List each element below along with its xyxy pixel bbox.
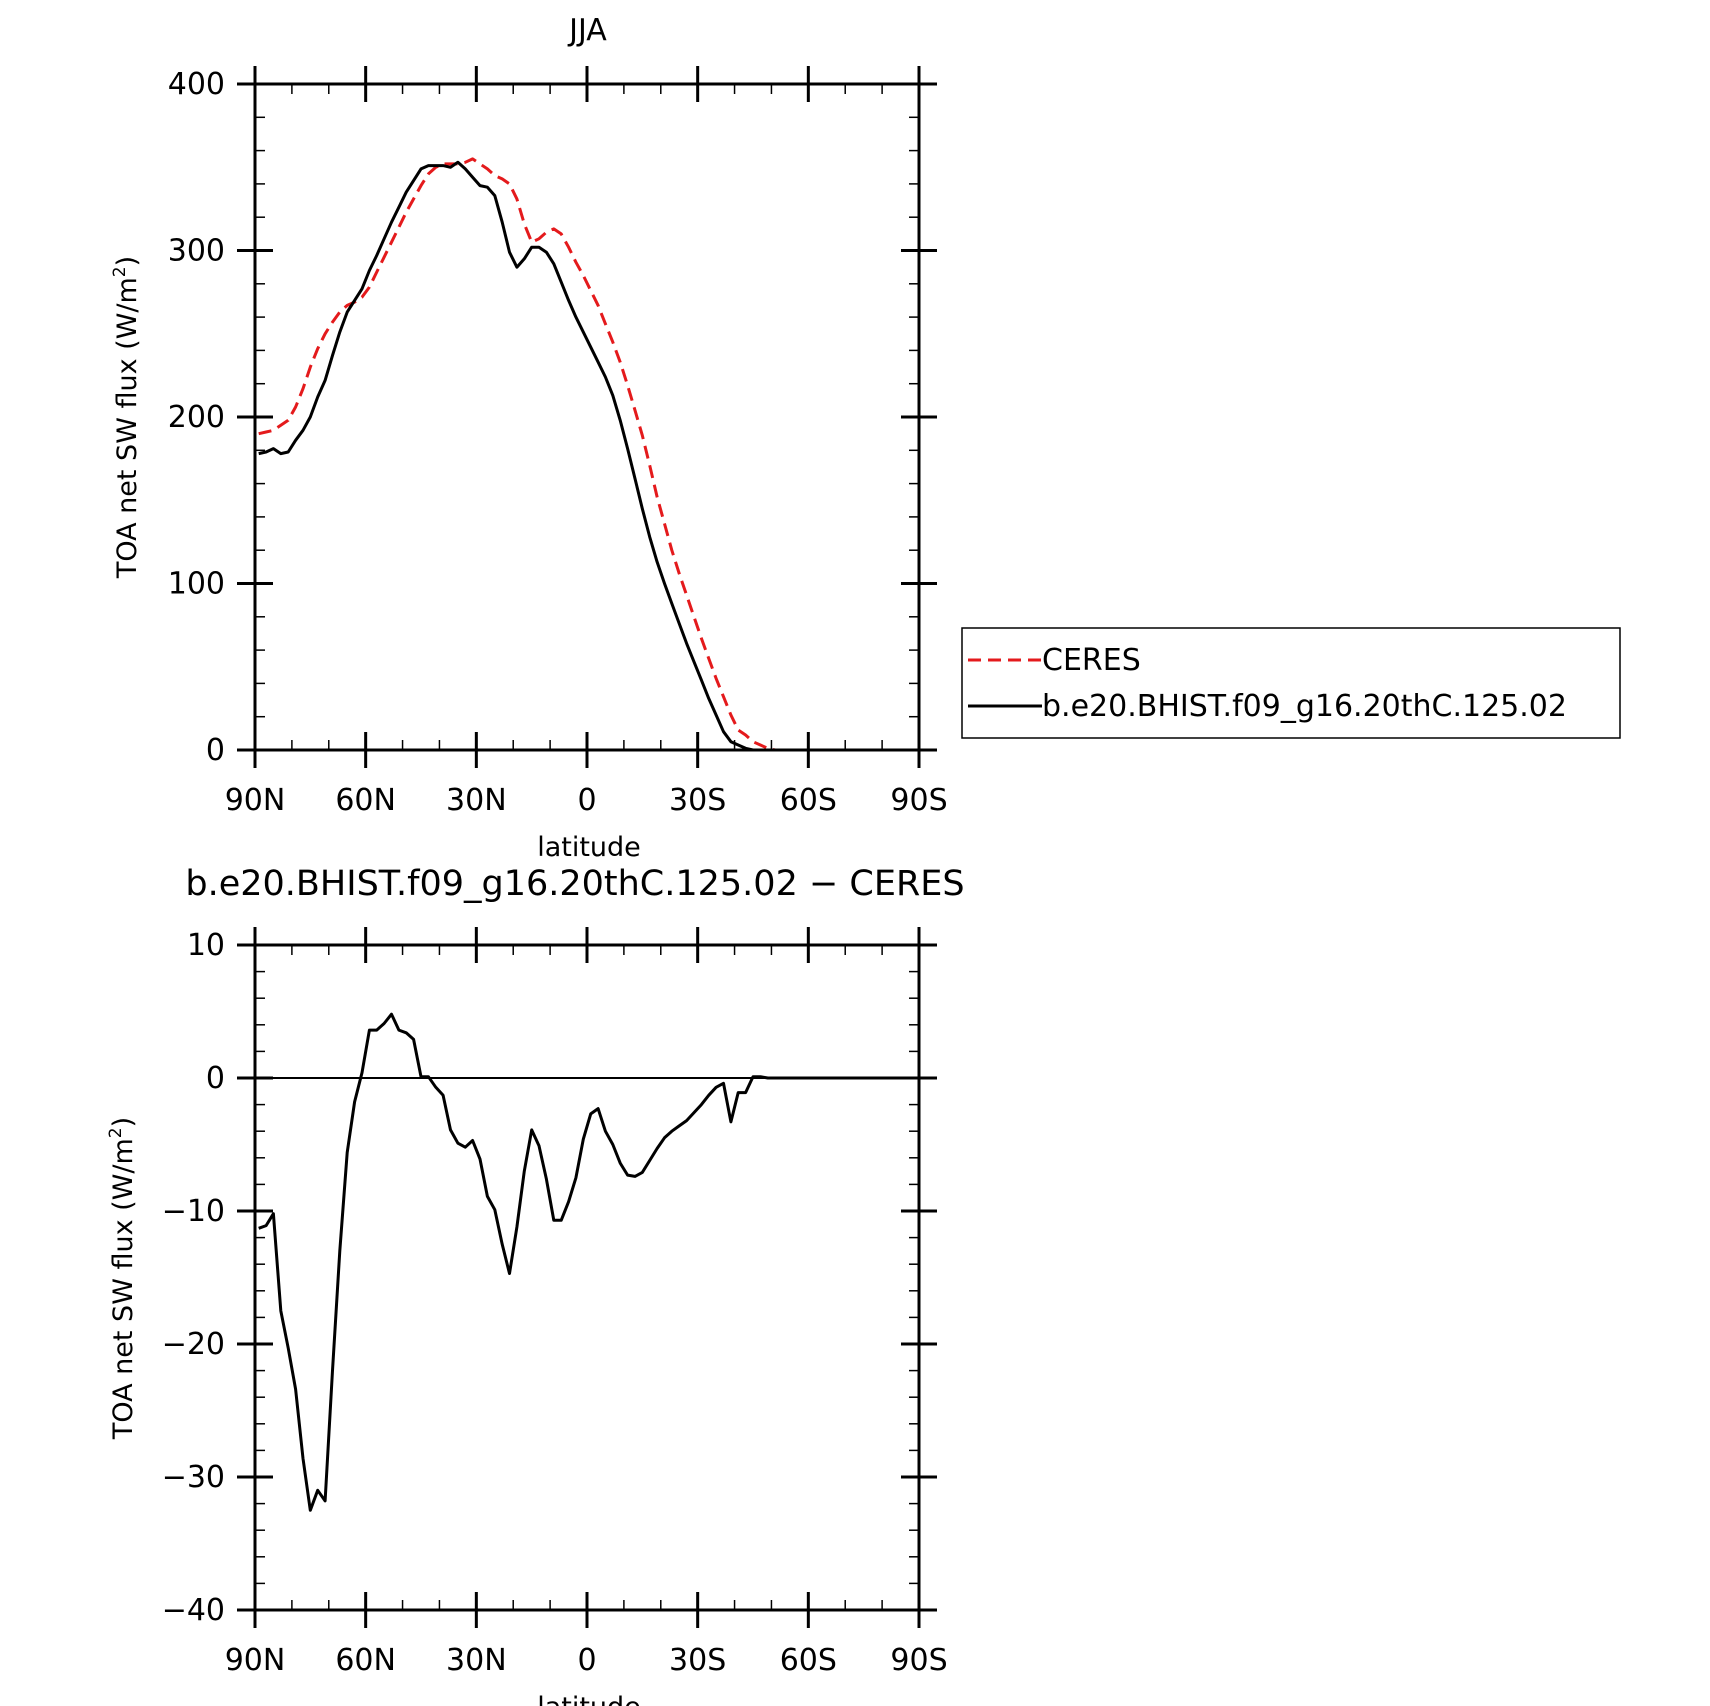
panel2-x-axis: 90N 60N 30N 0 30S 60S 90S	[225, 927, 948, 1678]
panel1-ytick-label: 100	[168, 567, 225, 602]
panel2-xtick-label: 30S	[669, 1643, 726, 1678]
panel2-frame	[253, 943, 921, 1612]
panel1-xlabel: latitude	[537, 832, 641, 863]
panel2-series-line-0	[258, 1012, 916, 1512]
panel2-xtick-label: 0	[577, 1643, 596, 1678]
panel1-series	[258, 157, 916, 752]
panel2-ytick-label: −20	[162, 1327, 225, 1362]
panel1-ytick-label: 300	[168, 234, 225, 269]
panel1-ylabel-text: TOA net SW flux (W/m	[112, 277, 143, 579]
panel1-ytick-label: 0	[206, 733, 225, 768]
panel2-ylabel: TOA net SW flux (W/m2)	[106, 1117, 139, 1440]
climatology-panel: JJA 0 100 200 300 400 90N 60N 30N 0 30S 60S 90S la…	[110, 13, 1621, 863]
panel2-y-axis: −40 −30 −20 −10 0 10	[162, 928, 937, 1628]
panel2-ylabel-text: TOA net SW flux (W/m	[108, 1138, 139, 1440]
panel1-xtick-label: 60S	[780, 783, 837, 818]
panel1-series-line-0	[258, 157, 916, 752]
panel2-xtick-label: 60S	[780, 1643, 837, 1678]
panel1-xtick-label: 30N	[446, 783, 507, 818]
panel1-ytick-label: 200	[168, 400, 225, 435]
legend-label-model: b.e20.BHIST.f09_g16.20thC.125.02	[1042, 689, 1567, 724]
panel1-y-axis: 0 100 200 300 400	[168, 67, 937, 768]
panel2-ytick-label: −40	[162, 1593, 225, 1628]
panel1-ylabel-close: )	[112, 256, 143, 267]
panel2-ytick-label: 0	[206, 1061, 225, 1096]
panel1-xtick-label: 0	[577, 783, 596, 818]
panel1-xtick-label: 90N	[225, 783, 286, 818]
panel2-ylabel-sup: 2	[106, 1127, 126, 1138]
panel2-ytick-label: −30	[162, 1460, 225, 1495]
panel2-xtick-label: 90N	[225, 1643, 286, 1678]
panel2-ytick-label: −10	[162, 1194, 225, 1229]
panel1-ylabel-sup: 2	[110, 266, 130, 277]
panel2-ytick-label: 10	[187, 928, 225, 963]
panel1-xtick-label: 60N	[335, 783, 396, 818]
panel2-title: b.e20.BHIST.f09_g16.20thC.125.02 − CERES	[185, 864, 964, 904]
panel2-xtick-label: 60N	[335, 1643, 396, 1678]
panel1-xtick-label: 90S	[890, 783, 947, 818]
panel1-ylabel: TOA net SW flux (W/m2)	[110, 256, 143, 579]
panel2-series	[255, 1012, 919, 1512]
panel1-x-axis: 90N 60N 30N 0 30S 60S 90S	[225, 66, 948, 818]
legend-label-ceres: CERES	[1042, 643, 1141, 678]
panel1-title: JJA	[567, 13, 607, 48]
panel2-xlabel: latitude	[537, 1692, 641, 1706]
panel1-ytick-label: 400	[168, 67, 225, 102]
legend-box	[961, 627, 1621, 739]
legend: CERES b.e20.BHIST.f09_g16.20thC.125.02	[961, 627, 1621, 739]
panel2-xtick-label: 30N	[446, 1643, 507, 1678]
panel2-xtick-label: 90S	[890, 1643, 947, 1678]
difference-panel: b.e20.BHIST.f09_g16.20thC.125.02 − CERES…	[106, 864, 965, 1706]
panel1-frame	[253, 82, 921, 752]
panel1-series-line-1	[258, 160, 916, 752]
panel1-xtick-label: 30S	[669, 783, 726, 818]
panel2-ylabel-close: )	[108, 1117, 139, 1128]
